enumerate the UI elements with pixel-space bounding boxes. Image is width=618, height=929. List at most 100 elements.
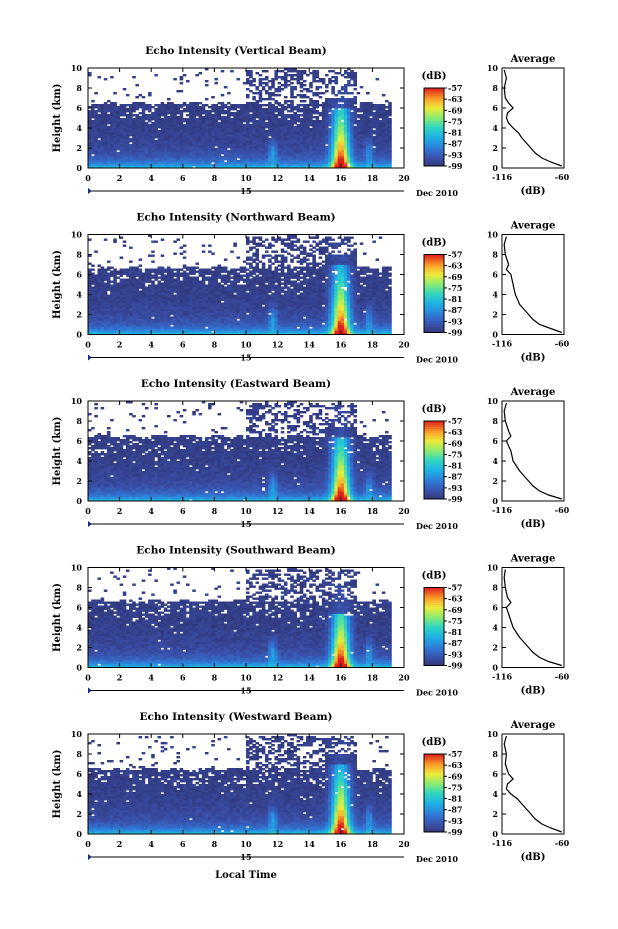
echo-cell — [312, 120, 316, 122]
echo-cell — [180, 110, 184, 112]
echo-cell — [306, 96, 310, 98]
echo-cell — [218, 122, 222, 124]
echo-cell — [135, 96, 139, 98]
echo-cell — [135, 102, 139, 104]
echo-cell — [173, 78, 177, 80]
echo-cell — [259, 78, 263, 80]
echo-cell — [237, 78, 241, 80]
echo-cell — [293, 112, 297, 114]
echo-cell — [205, 98, 209, 100]
echo-cell — [331, 80, 335, 82]
echo-cell — [262, 86, 266, 88]
echo-cell — [249, 114, 253, 116]
echo-cell — [107, 104, 111, 106]
echo-cell — [233, 112, 237, 114]
echo-cell — [151, 106, 155, 108]
echo-cell — [120, 104, 124, 106]
echo-cell — [167, 98, 171, 100]
echo-cell — [309, 90, 313, 92]
echo-cell — [170, 102, 174, 104]
echo-cell — [290, 114, 294, 116]
echo-cell — [161, 102, 165, 104]
echo-cell — [123, 88, 127, 90]
echo-cell — [126, 108, 130, 110]
echo-cell — [227, 102, 231, 104]
echo-cell — [265, 130, 269, 132]
echo-cell — [214, 148, 218, 150]
echo-cell — [101, 104, 105, 106]
echo-cell — [88, 110, 92, 112]
echo-cell — [262, 82, 266, 84]
echo-cell — [284, 114, 288, 116]
echo-intensity-figure: Echo Intensity (Vertical Beam)0 2 4 6 8 10 12 1… — [0, 0, 618, 929]
echo-cell — [183, 102, 187, 104]
echo-cell — [325, 98, 329, 100]
echo-cell — [132, 76, 136, 78]
echo-cell — [148, 114, 152, 116]
echo-cell — [199, 72, 203, 74]
echo-cell — [303, 94, 307, 96]
echo-cell — [176, 104, 180, 106]
echo-cell — [303, 104, 307, 106]
echo-cell — [265, 90, 269, 92]
echo-cell — [255, 86, 259, 88]
echo-cell — [331, 86, 335, 88]
echo-cell — [230, 104, 234, 106]
echo-cell — [316, 92, 320, 94]
echo-cell — [214, 104, 218, 106]
echo-cell — [303, 100, 307, 102]
echo-cell — [135, 84, 139, 86]
echo-cell — [224, 104, 228, 106]
echo-cell — [123, 118, 127, 120]
echo-cell — [148, 92, 152, 94]
echo-cell — [148, 124, 152, 126]
echo-cell — [104, 78, 108, 80]
echo-cell — [176, 90, 180, 92]
echo-cell — [214, 82, 218, 84]
echo-cell — [303, 70, 307, 72]
echo-cell — [202, 116, 206, 118]
echo-cell — [265, 76, 269, 78]
echo-cell — [145, 114, 149, 116]
echo-cell — [91, 104, 95, 106]
echo-cell — [268, 102, 272, 104]
echo-cell — [293, 96, 297, 98]
echo-cell — [233, 104, 237, 106]
echo-cell — [221, 70, 225, 72]
echo-cell — [148, 104, 152, 106]
echo-cell — [312, 70, 316, 72]
echo-cell — [230, 118, 234, 120]
echo-cell — [328, 78, 332, 80]
echo-cell — [278, 82, 282, 84]
echo-cell — [268, 138, 272, 140]
echo-cell — [328, 128, 332, 130]
echo-cell — [183, 118, 187, 120]
echo-cell — [224, 162, 228, 164]
echo-cell — [331, 110, 335, 112]
echo-cell — [331, 98, 335, 100]
echo-cell — [214, 78, 218, 80]
echo-cell — [322, 102, 326, 104]
echo-cell — [278, 94, 282, 96]
echo-cell — [91, 100, 95, 102]
echo-cell — [287, 104, 291, 106]
echo-cell — [316, 110, 320, 112]
echo-cell — [97, 140, 101, 142]
echo-cell — [297, 94, 301, 96]
echo-cell — [211, 96, 215, 98]
echo-cell — [240, 104, 244, 106]
echo-cell — [278, 102, 282, 104]
echo-cell — [306, 74, 310, 76]
echo-cell — [224, 86, 228, 88]
echo-cell — [104, 102, 108, 104]
echo-cell — [135, 114, 139, 116]
echo-cell — [271, 104, 275, 106]
echo-cell — [151, 122, 155, 124]
echo-cell — [167, 116, 171, 118]
echo-cell — [126, 114, 130, 116]
echo-cell — [88, 72, 92, 74]
echo-cell — [319, 112, 323, 114]
echo-cell — [274, 88, 278, 90]
echo-cell — [246, 70, 250, 72]
echo-cell — [237, 110, 241, 112]
